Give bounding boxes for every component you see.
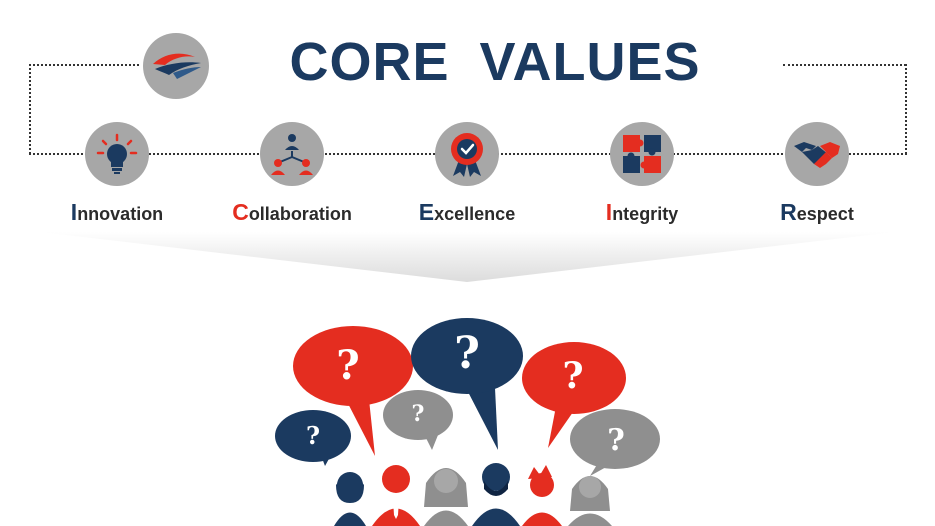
bubble-question-mark: ?: [411, 401, 425, 427]
speech-bubble: [383, 390, 453, 440]
value-initial: C: [232, 199, 249, 225]
people-group-icon: [334, 463, 612, 526]
award-badge-icon: [451, 133, 483, 177]
value-label-respect: Respect: [737, 199, 897, 226]
value-excellence: Excellence: [387, 122, 547, 226]
value-icon-circle: [260, 122, 324, 186]
value-icon-circle: [85, 122, 149, 186]
page-title: CORE VALUES: [289, 32, 701, 92]
lightbulb-icon: [96, 133, 138, 174]
speech-bubbles: [275, 318, 660, 476]
person: [334, 472, 366, 526]
bubble-question-mark: ?: [562, 355, 584, 397]
value-collaboration: Collaboration: [212, 122, 372, 226]
value-label-excellence: Excellence: [387, 199, 547, 226]
person: [424, 468, 468, 526]
puzzle-icon: [623, 135, 661, 173]
person: [372, 465, 420, 526]
frame-line-left-vertical: [29, 64, 31, 154]
value-innovation: Innovation: [37, 122, 197, 226]
bubble-question-mark: ?: [336, 342, 360, 389]
value-rest: ollaboration: [248, 204, 352, 224]
bubble-question-mark: ?: [454, 328, 480, 379]
value-rest: xcellence: [434, 204, 516, 224]
value-icon-circle: [610, 122, 674, 186]
frame-line-right-vertical: [905, 64, 907, 154]
value-label-innovation: Innovation: [37, 199, 197, 226]
handshake-icon: [794, 142, 840, 168]
value-icon-circle: [785, 122, 849, 186]
person: [568, 476, 612, 526]
speech-bubble: [293, 326, 413, 406]
value-rest: espect: [796, 204, 854, 224]
wing-logo-icon: [153, 53, 201, 79]
bubble-question-mark: ?: [305, 421, 321, 450]
frame-line-left-top: [29, 64, 139, 66]
bubble-question-mark: ?: [607, 423, 625, 458]
funnel-shadow: [40, 232, 895, 282]
speech-bubble: [570, 409, 660, 469]
value-label-integrity: Integrity: [562, 199, 722, 226]
value-icon-circle: [435, 122, 499, 186]
speech-bubble: [411, 318, 523, 394]
value-initial: I: [605, 199, 613, 225]
logo: [143, 33, 209, 99]
team-icon: [271, 134, 313, 175]
speech-bubble: [275, 410, 351, 462]
person: [472, 463, 520, 526]
value-initial: I: [70, 199, 78, 225]
value-rest: ntegrity: [612, 204, 679, 224]
value-label-collaboration: Collaboration: [212, 199, 372, 226]
value-rest: nnovation: [77, 204, 164, 224]
value-respect: Respect: [737, 122, 897, 226]
value-integrity: Integrity: [562, 122, 722, 226]
value-initial: R: [780, 199, 797, 225]
frame-line-right-top: [783, 64, 906, 66]
value-initial: E: [418, 199, 435, 225]
speech-bubble: [522, 342, 626, 414]
person: [522, 465, 562, 526]
